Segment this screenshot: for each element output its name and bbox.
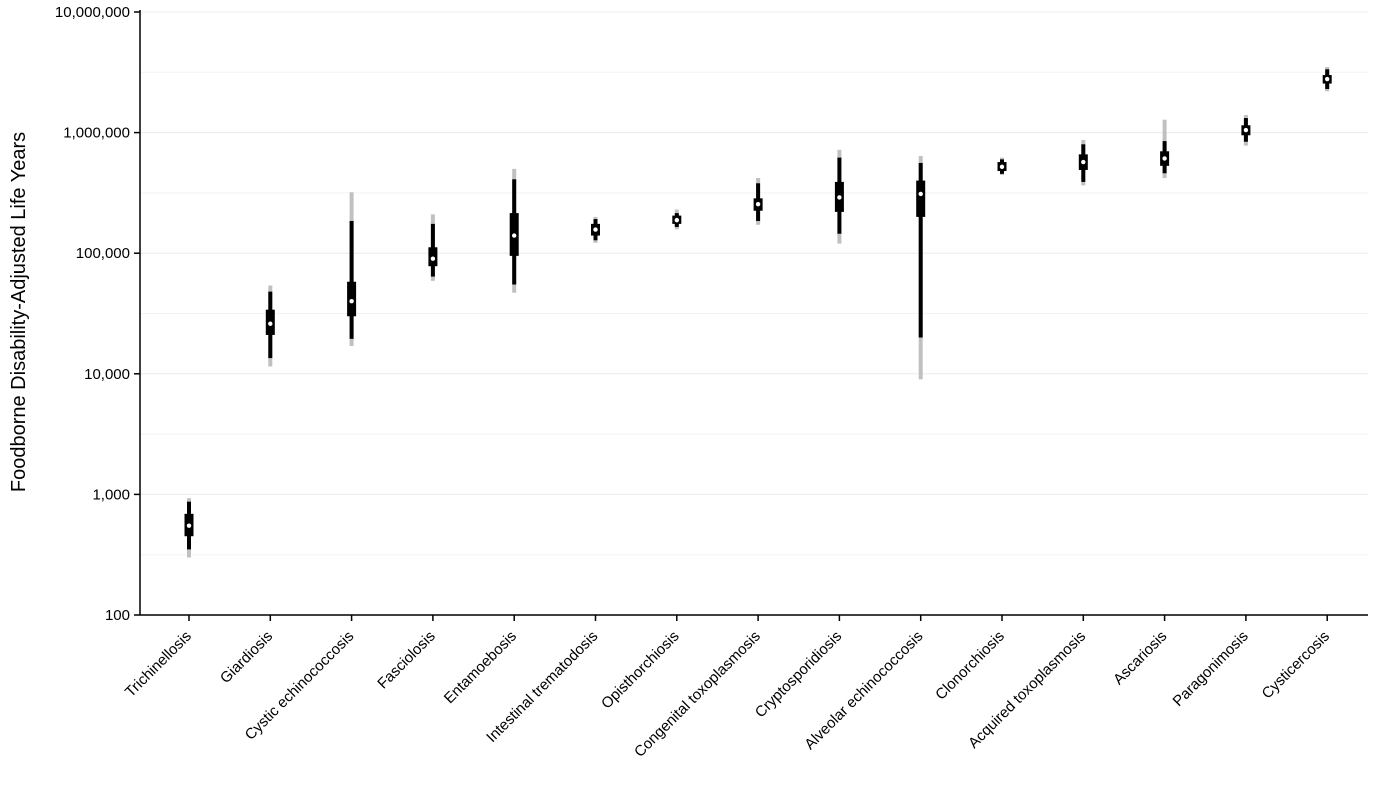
x-tick-label: Paragonimosis (1170, 628, 1252, 710)
x-tick-label: Giardiosis (217, 628, 276, 687)
y-tick-label: 100 (105, 607, 130, 624)
median-point (1325, 76, 1330, 82)
x-tick-label: Entamoebosis (441, 628, 520, 707)
y-tick-label: 10,000 (84, 366, 130, 383)
median-point (430, 256, 436, 261)
middle-interval (349, 220, 354, 339)
x-tick-label: Clonorchiosis (932, 628, 1008, 704)
y-tick-label: 100,000 (76, 245, 130, 262)
median-point (1081, 159, 1086, 165)
gridlines (140, 11, 1368, 556)
x-tick-label: Trichinellosis (122, 628, 195, 701)
y-axis-title: Foodborne Disability-Adjusted Life Years (8, 132, 30, 492)
median-point (593, 227, 598, 232)
median-point (674, 217, 679, 223)
median-point (837, 195, 842, 200)
x-tick-label: Ascariosis (1110, 628, 1170, 688)
x-tick-label: Fasciolosis (374, 628, 438, 692)
y-tick-label: 1,000,000 (63, 125, 130, 142)
axes (139, 10, 1368, 616)
middle-interval (918, 162, 923, 338)
x-tick-label: Cysticercosis (1259, 628, 1334, 703)
y-tick-label: 10,000,000 (55, 4, 130, 21)
median-point (999, 164, 1005, 170)
y-ticks: 100 1,000 10,000 100,000 1,000,000 10,000,000 (55, 4, 140, 624)
median-point (186, 523, 192, 528)
inner-interval (916, 180, 926, 217)
median-point (1243, 127, 1249, 133)
median-point (268, 321, 273, 326)
y-tick-label: 1,000 (92, 486, 130, 503)
x-tick-label: Opisthorchiosis (598, 628, 683, 713)
median-point (755, 201, 761, 207)
median-point (1162, 156, 1167, 161)
x-tick-label: Cryptosporidiosis (752, 628, 845, 721)
median-point (349, 298, 354, 304)
median-point (918, 191, 923, 197)
median-point (512, 233, 517, 238)
interval-marks (184, 66, 1332, 558)
